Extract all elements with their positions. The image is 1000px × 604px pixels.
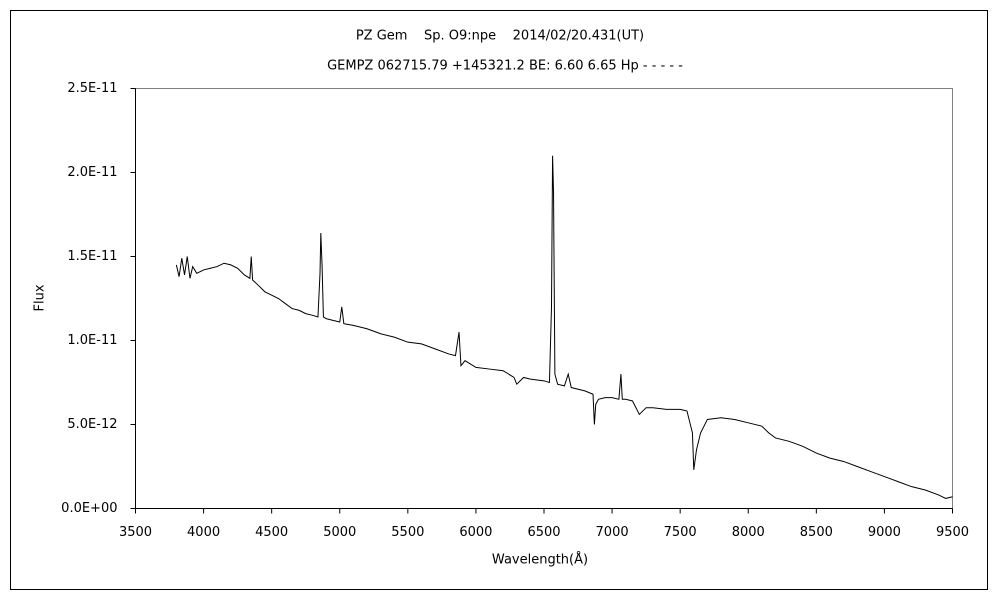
chart-subtitle: GEMPZ 062715.79 +145321.2 BE: 6.60 6.65 … [327, 59, 683, 74]
x-tick-label: 7000 [596, 525, 629, 540]
y-tick-label: 0.0E+00 [61, 501, 117, 516]
x-tick-label: 3500 [119, 525, 152, 540]
chart-frame [10, 10, 988, 590]
x-tick-label: 8000 [732, 525, 765, 540]
x-tick-label: 4500 [255, 525, 288, 540]
x-axis-label: Wavelength(Å) [492, 552, 588, 568]
x-tick-label: 6000 [459, 525, 492, 540]
x-tick-label: 9000 [868, 525, 901, 540]
x-tick-label: 5500 [391, 525, 424, 540]
y-tick-label: 1.0E-11 [67, 333, 117, 348]
x-tick-label: 5000 [323, 525, 356, 540]
x-tick-label: 6500 [527, 525, 560, 540]
y-tick-label: 1.5E-11 [67, 249, 117, 264]
x-tick-label: 4000 [187, 525, 220, 540]
x-tick-label: 9500 [936, 525, 969, 540]
y-tick-label: 2.5E-11 [67, 81, 117, 96]
y-axis-label: Flux [33, 284, 48, 311]
spectrum-line [175, 155, 953, 499]
x-tick-label: 7500 [664, 525, 697, 540]
y-tick-label: 5.0E-12 [67, 417, 117, 432]
chart-title: PZ Gem Sp. O9:npe 2014/02/20.431(UT) [356, 29, 644, 44]
y-tick-label: 2.0E-11 [67, 165, 117, 180]
x-tick-label: 8500 [800, 525, 833, 540]
